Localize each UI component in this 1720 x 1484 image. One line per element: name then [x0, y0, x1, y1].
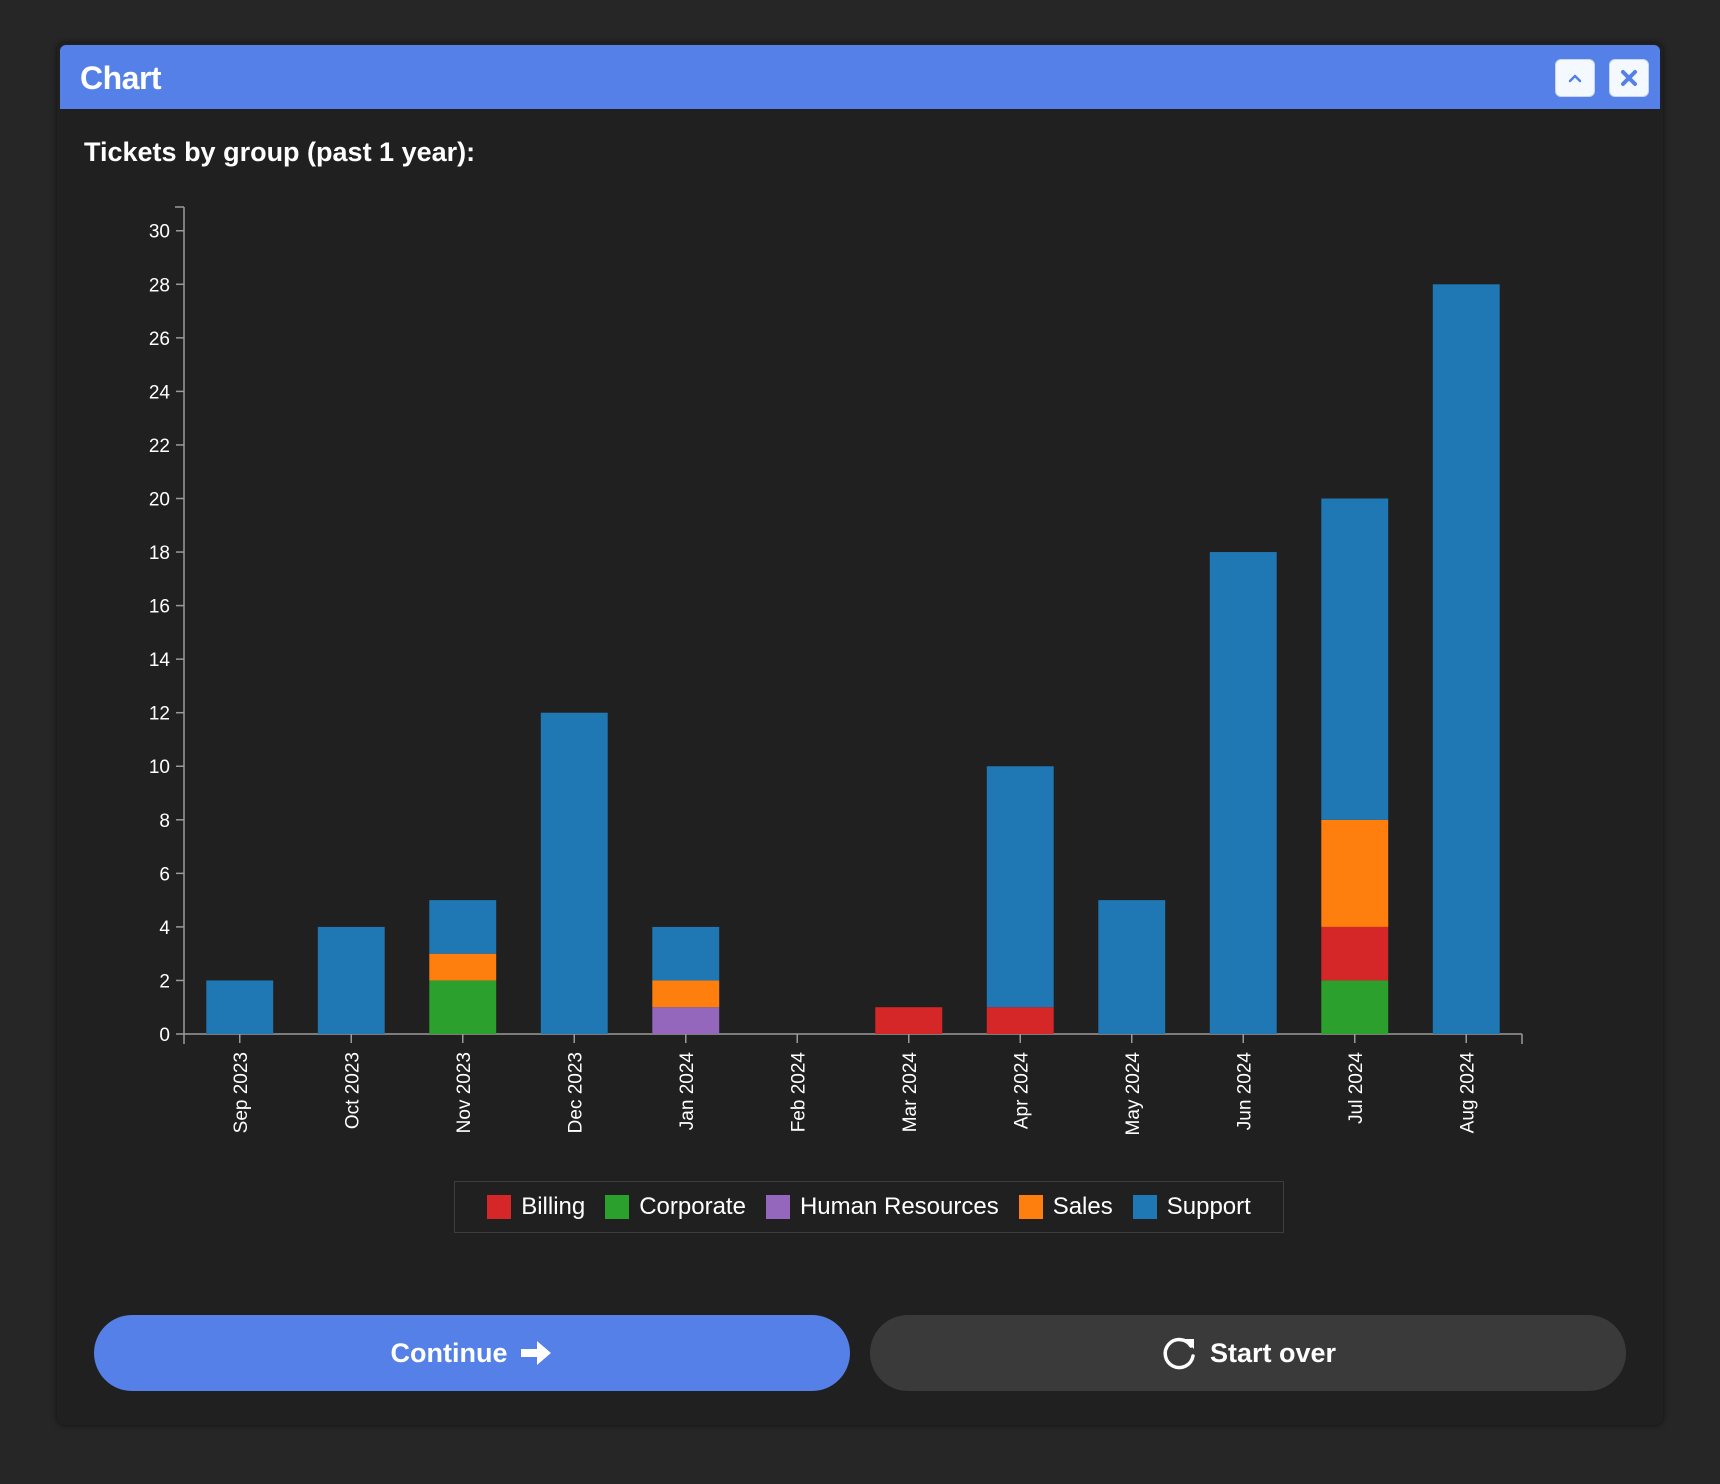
- chart-subtitle: Tickets by group (past 1 year):: [84, 137, 476, 167]
- close-button[interactable]: [1609, 59, 1649, 97]
- y-tick-label: 8: [159, 811, 170, 832]
- x-tick-label: Dec 2023: [565, 1052, 586, 1133]
- y-tick-label: 0: [159, 1025, 170, 1046]
- x-tick-label: Nov 2023: [454, 1052, 475, 1133]
- x-tick-label: Apr 2024: [1011, 1052, 1032, 1130]
- legend-label: Corporate: [639, 1193, 746, 1220]
- continue-label: Continue: [390, 1337, 508, 1368]
- start-over-label: Start over: [1209, 1337, 1337, 1368]
- continue-button[interactable]: Continue: [94, 1315, 850, 1391]
- y-tick-label: 10: [149, 757, 170, 778]
- bar-segment-support: [540, 712, 608, 1034]
- bar-segment-billing: [986, 1007, 1054, 1034]
- bar-segment-support: [652, 926, 720, 981]
- legend-item: Sales: [1018, 1193, 1113, 1221]
- x-tick-label: Oct 2023: [342, 1052, 363, 1129]
- bar-segment-support: [1321, 498, 1389, 820]
- bar-segment-sales: [652, 980, 720, 1008]
- x-tick-label: May 2024: [1123, 1052, 1144, 1136]
- y-tick-label: 2: [159, 971, 170, 992]
- legend-label: Billing: [521, 1193, 586, 1220]
- x-tick-label: Aug 2024: [1457, 1052, 1478, 1134]
- bar-segment-corporate: [429, 980, 497, 1034]
- x-tick-label: Jan 2024: [677, 1052, 698, 1131]
- bar-segment-human-resources: [652, 1007, 720, 1034]
- dialog-titlebar: Chart: [60, 45, 1660, 109]
- legend-swatch: [1018, 1195, 1043, 1219]
- legend-item: Corporate: [605, 1193, 746, 1221]
- legend-item: Billing: [487, 1193, 585, 1221]
- bar-segment-sales: [1321, 819, 1389, 927]
- x-tick-label: Mar 2024: [900, 1052, 921, 1133]
- bar-segment-support: [317, 926, 385, 1034]
- bar-segment-billing: [1321, 926, 1389, 981]
- bar-segment-sales: [429, 953, 497, 981]
- start-over-button[interactable]: Start over: [870, 1315, 1626, 1391]
- legend-item: Support: [1132, 1193, 1251, 1221]
- x-tick-label: Jun 2024: [1234, 1052, 1255, 1131]
- y-tick-label: 24: [149, 382, 171, 403]
- legend-swatch: [1132, 1195, 1157, 1219]
- dialog-title: Chart: [80, 60, 162, 96]
- y-tick-label: 6: [159, 864, 170, 885]
- y-tick-label: 22: [149, 436, 170, 457]
- y-tick-label: 20: [149, 489, 170, 510]
- legend-swatch: [605, 1195, 630, 1219]
- close-icon: [1621, 70, 1637, 86]
- chevron-up-icon: [1568, 74, 1582, 83]
- legend-label: Support: [1166, 1193, 1251, 1220]
- y-tick-label: 14: [149, 650, 171, 671]
- y-tick-label: 12: [149, 704, 170, 725]
- bar-segment-corporate: [1321, 980, 1389, 1034]
- legend-label: Sales: [1052, 1193, 1113, 1220]
- legend-item: Human Resources: [765, 1193, 999, 1221]
- bar-segment-support: [206, 980, 274, 1034]
- collapse-button[interactable]: [1555, 59, 1595, 97]
- chart-legend: Billing Corporate Human Resources Sales Supp…: [454, 1181, 1284, 1233]
- x-tick-label: Feb 2024: [788, 1052, 809, 1133]
- legend-swatch: [765, 1195, 790, 1219]
- y-tick-label: 16: [149, 597, 170, 618]
- legend-swatch: [487, 1195, 512, 1219]
- y-tick-label: 4: [159, 918, 170, 939]
- y-tick-label: 26: [149, 329, 170, 350]
- bar-segment-billing: [875, 1007, 943, 1034]
- x-tick-label: Jul 2024: [1346, 1052, 1367, 1124]
- legend-label: Human Resources: [799, 1193, 999, 1220]
- bar-segment-support: [1209, 552, 1277, 1034]
- chart-dialog: Chart Tickets by group (past 1 year): 0 2…: [57, 43, 1663, 1425]
- bar-segment-support: [986, 766, 1054, 1008]
- y-tick-label: 30: [149, 222, 170, 243]
- y-tick-label: 18: [149, 543, 170, 564]
- bar-segment-support: [1098, 900, 1166, 1034]
- y-tick-label: 28: [149, 275, 170, 296]
- bar-segment-support: [429, 900, 497, 954]
- x-tick-label: Sep 2023: [231, 1052, 252, 1133]
- arrow-right-icon: [521, 1341, 552, 1365]
- bar-segment-support: [1432, 284, 1500, 1034]
- refresh-icon: [1163, 1337, 1195, 1370]
